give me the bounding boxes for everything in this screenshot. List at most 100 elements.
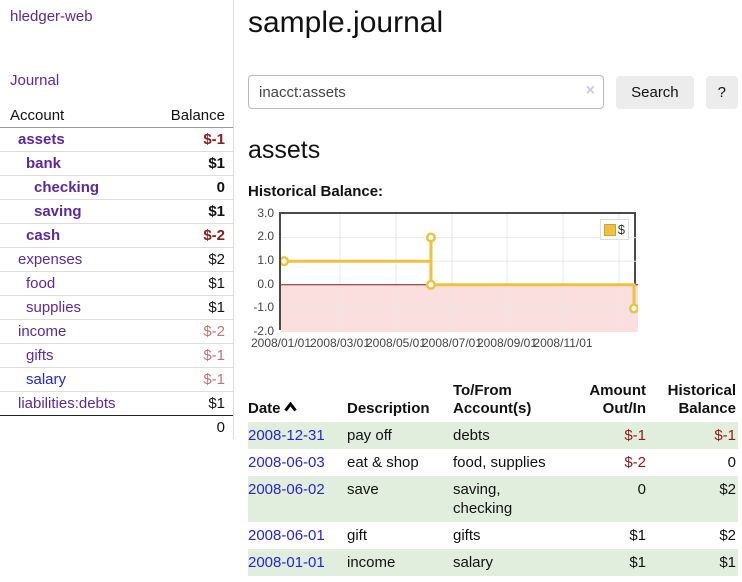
x-tick: 2008/07/01 xyxy=(422,336,482,350)
account-link-bank[interactable]: bank xyxy=(26,155,61,172)
transaction-description: income xyxy=(347,549,453,576)
table-row: 2008-12-31 pay off debts $-1 $-1 xyxy=(248,422,738,449)
y-tick: 0.0 xyxy=(248,277,274,291)
transaction-accounts: gifts xyxy=(453,522,571,549)
account-balance: $-1 xyxy=(143,344,233,368)
transaction-date-link[interactable]: 2008-01-01 xyxy=(248,554,325,571)
accounts-header-balance: Balance xyxy=(143,105,233,128)
y-tick: 3.0 xyxy=(248,206,274,220)
account-link-food[interactable]: food xyxy=(26,275,55,292)
search-button[interactable]: Search xyxy=(616,76,694,109)
transaction-accounts: food, supplies xyxy=(453,449,571,476)
account-balance: $1 xyxy=(143,392,233,416)
account-row-salary: salary $-1 xyxy=(0,368,233,392)
transaction-date-link[interactable]: 2008-06-01 xyxy=(248,527,325,544)
chart-heading: Historical Balance: xyxy=(248,183,738,200)
x-tick: 2008/03/01 xyxy=(310,336,370,350)
header-historical-balance: Historical Balance xyxy=(648,379,738,422)
x-tick: 2008/01/01 xyxy=(251,336,311,350)
main-content: sample.journal × Search ? assets Histori… xyxy=(248,0,738,576)
transaction-historical-balance: $1 xyxy=(648,549,738,576)
transaction-description: pay off xyxy=(347,422,453,449)
chevron-up-icon xyxy=(284,402,297,412)
accounts-table: Account Balance assets $-1 bank $1 check… xyxy=(0,105,233,439)
account-link-liabilities-debts[interactable]: liabilities:debts xyxy=(18,395,116,412)
transactions-table: Date Description To/From Account(s) Amou… xyxy=(248,379,738,576)
register-account-heading: assets xyxy=(248,136,738,165)
header-amount: Amount Out/In xyxy=(571,379,648,422)
x-tick: 2008/11/01 xyxy=(533,336,592,350)
account-balance: $1 xyxy=(143,272,233,296)
transaction-description: eat & shop xyxy=(347,449,453,476)
account-link-checking[interactable]: checking xyxy=(34,179,99,196)
account-link-salary[interactable]: salary xyxy=(26,371,66,388)
account-balance: $1 xyxy=(143,200,233,224)
account-row-cash: cash $-2 xyxy=(0,224,233,248)
account-link-income[interactable]: income xyxy=(18,323,66,340)
account-row-bank: bank $1 xyxy=(0,152,233,176)
app-title-link[interactable]: hledger-web xyxy=(10,8,233,25)
transaction-amount: $1 xyxy=(571,549,648,576)
account-row-saving: saving $1 xyxy=(0,200,233,224)
sidebar: hledger-web Journal Account Balance asse… xyxy=(0,0,234,439)
chart-plot-area[interactable]: $ xyxy=(279,212,636,330)
transaction-historical-balance: 0 xyxy=(648,449,738,476)
header-tofrom: To/From Account(s) xyxy=(453,379,571,422)
historical-balance-chart: 3.0 2.0 1.0 0.0 -1.0 -2.0 $ 2008/01/01 2… xyxy=(248,208,738,358)
account-balance: $2 xyxy=(143,248,233,272)
y-tick: 1.0 xyxy=(248,253,274,267)
account-row-assets: assets $-1 xyxy=(0,128,233,152)
accounts-header-account: Account xyxy=(0,105,143,128)
account-row-food: food $1 xyxy=(0,272,233,296)
y-tick: -1.0 xyxy=(248,300,274,314)
transaction-date-link[interactable]: 2008-06-02 xyxy=(248,481,325,498)
account-row-liabilities-debts: liabilities:debts $1 xyxy=(0,392,233,416)
legend-label: $ xyxy=(618,222,625,237)
legend-swatch-icon xyxy=(604,224,616,236)
account-balance: $-2 xyxy=(143,320,233,344)
account-link-gifts[interactable]: gifts xyxy=(26,347,54,364)
transaction-historical-balance: $2 xyxy=(648,522,738,549)
transaction-description: gift xyxy=(347,522,453,549)
accounts-total-balance: 0 xyxy=(143,416,233,440)
transaction-accounts: saving, checking xyxy=(453,476,571,522)
search-form: × Search ? xyxy=(248,75,738,109)
table-row: 2008-06-01 gift gifts $1 $2 xyxy=(248,522,738,549)
search-input[interactable] xyxy=(248,75,604,109)
account-link-assets[interactable]: assets xyxy=(18,131,65,148)
account-row-checking: checking 0 xyxy=(0,176,233,200)
transaction-accounts: salary xyxy=(453,549,571,576)
account-link-cash[interactable]: cash xyxy=(26,227,60,244)
header-date-sortable[interactable]: Date xyxy=(248,379,347,422)
table-row: 2008-06-02 save saving, checking 0 $2 xyxy=(248,476,738,522)
transaction-date-link[interactable]: 2008-06-03 xyxy=(248,454,325,471)
account-balance: $-2 xyxy=(143,224,233,248)
account-row-income: income $-2 xyxy=(0,320,233,344)
account-balance: $-1 xyxy=(143,128,233,152)
transaction-date-link[interactable]: 2008-12-31 xyxy=(248,427,325,444)
account-balance: $1 xyxy=(143,152,233,176)
account-balance: 0 xyxy=(143,176,233,200)
account-link-supplies[interactable]: supplies xyxy=(26,299,81,316)
transaction-accounts: debts xyxy=(453,422,571,449)
transaction-amount: $-1 xyxy=(571,422,648,449)
help-button[interactable]: ? xyxy=(706,76,738,109)
x-tick: 2008/09/01 xyxy=(477,336,537,350)
account-balance: $-1 xyxy=(143,368,233,392)
accounts-total-row: 0 xyxy=(0,416,233,440)
transaction-historical-balance: $2 xyxy=(648,476,738,522)
balance-line-svg xyxy=(281,214,638,332)
table-row: 2008-01-01 income salary $1 $1 xyxy=(248,549,738,576)
account-row-gifts: gifts $-1 xyxy=(0,344,233,368)
clear-search-icon[interactable]: × xyxy=(586,83,595,99)
account-row-expenses: expenses $2 xyxy=(0,248,233,272)
transaction-historical-balance: $-1 xyxy=(648,422,738,449)
table-row: 2008-06-03 eat & shop food, supplies $-2… xyxy=(248,449,738,476)
account-link-saving[interactable]: saving xyxy=(34,203,82,220)
sidebar-item-journal[interactable]: Journal xyxy=(10,72,233,89)
header-description: Description xyxy=(347,379,453,422)
page-title: sample.journal xyxy=(248,6,738,40)
transaction-amount: 0 xyxy=(571,476,648,522)
transaction-description: save xyxy=(347,476,453,522)
account-link-expenses[interactable]: expenses xyxy=(18,251,82,268)
